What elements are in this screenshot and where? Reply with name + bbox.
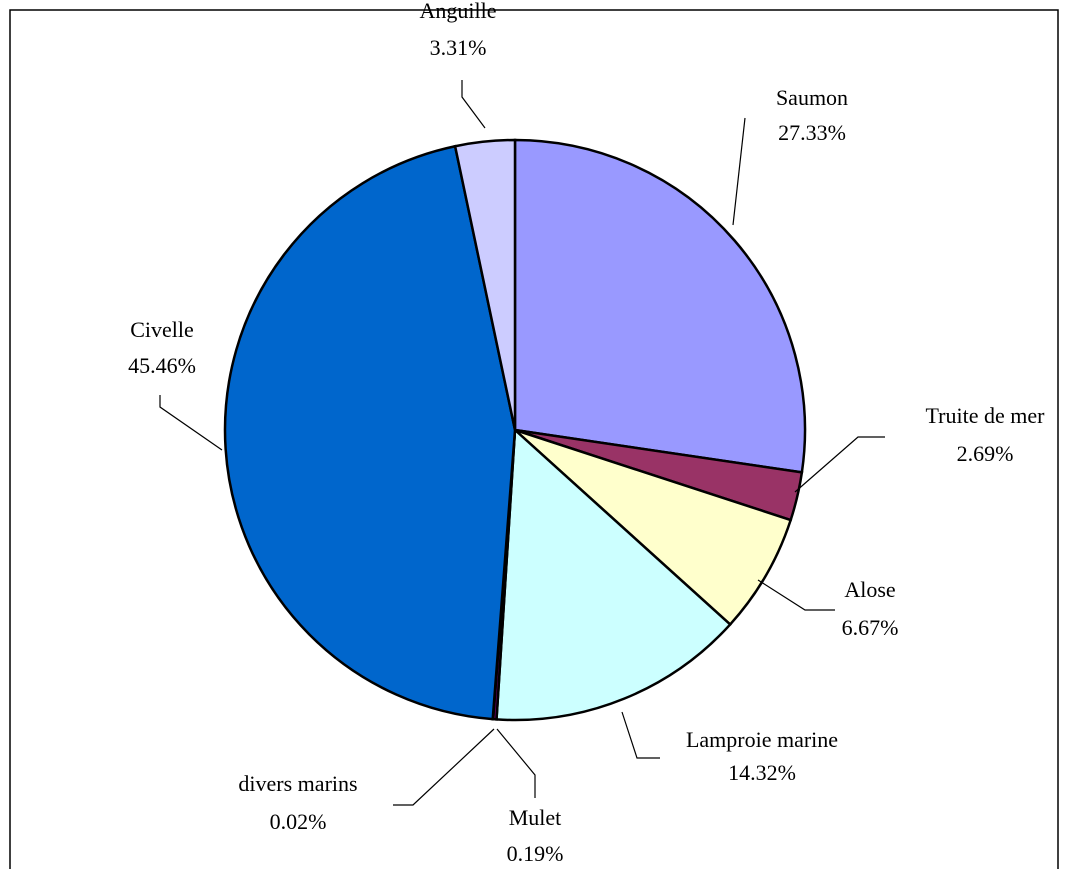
- leader-line: [393, 728, 495, 806]
- chart-frame: [9, 9, 1059, 869]
- pie-slice: [223, 144, 517, 721]
- pie-slice: [513, 138, 807, 474]
- leader-line: [621, 711, 660, 759]
- slice-value-label: 0.19%: [507, 841, 564, 866]
- slice-label: Anguille: [420, 0, 497, 23]
- slice-label: divers marins: [238, 771, 357, 796]
- leader-line: [732, 117, 746, 226]
- slice-value-label: 6.67%: [842, 615, 899, 640]
- leader-line: [461, 80, 486, 129]
- slice-value-label: 45.46%: [128, 353, 196, 378]
- slice-label: Civelle: [130, 317, 194, 342]
- leader-line: [496, 728, 536, 798]
- leader-line: [757, 579, 835, 611]
- slice-value-label: 0.02%: [270, 809, 327, 834]
- pie-slice: [453, 138, 517, 431]
- slice-label: Saumon: [776, 85, 848, 110]
- slice-value-label: 14.32%: [728, 760, 796, 785]
- slice-label: Mulet: [509, 805, 562, 830]
- pie-slice: [495, 427, 732, 722]
- slice-value-label: 2.69%: [957, 441, 1014, 466]
- leader-line: [794, 436, 885, 493]
- slice-value-label: 3.31%: [430, 35, 487, 60]
- slice-value-label: 27.33%: [778, 120, 846, 145]
- slice-label: Alose: [844, 577, 895, 602]
- slice-label: Truite de mer: [926, 403, 1046, 428]
- slice-label: Lamproie marine: [686, 727, 838, 752]
- pie-slice: [514, 428, 793, 627]
- leader-line: [159, 395, 223, 451]
